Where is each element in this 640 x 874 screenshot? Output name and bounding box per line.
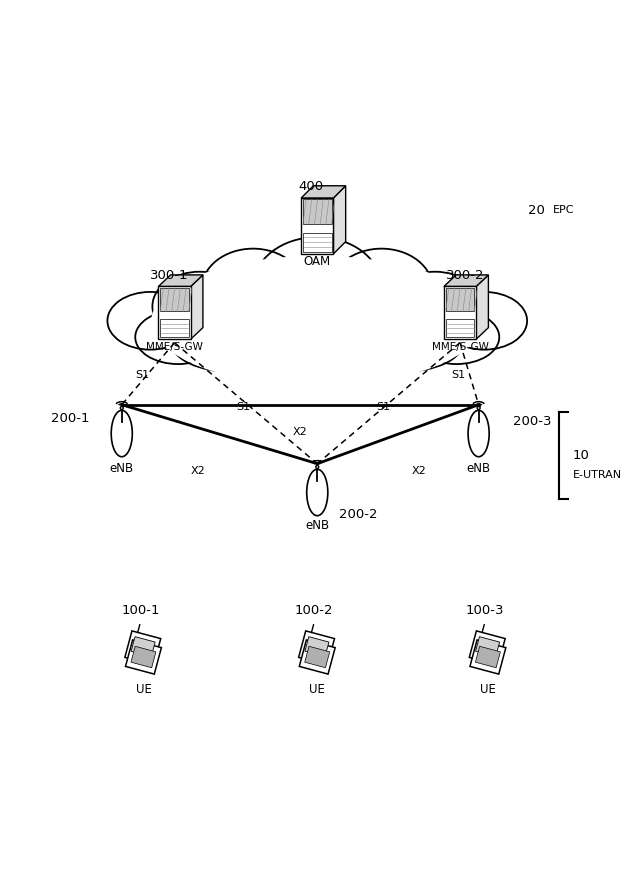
- Text: MME/S-GW: MME/S-GW: [146, 342, 203, 352]
- Ellipse shape: [307, 469, 328, 516]
- Text: E-UTRAN: E-UTRAN: [573, 470, 622, 481]
- Polygon shape: [131, 646, 156, 668]
- Text: X2: X2: [292, 427, 307, 437]
- Polygon shape: [333, 186, 346, 254]
- Polygon shape: [300, 640, 335, 674]
- Polygon shape: [131, 636, 155, 656]
- Text: eNB: eNB: [467, 461, 491, 475]
- Ellipse shape: [151, 256, 483, 385]
- Text: 300-2: 300-2: [445, 269, 484, 282]
- Text: 200-3: 200-3: [513, 415, 551, 428]
- Text: 20: 20: [528, 204, 545, 217]
- Text: 100-2: 100-2: [295, 604, 333, 617]
- Bar: [160, 319, 189, 337]
- Text: UE: UE: [480, 683, 496, 696]
- Polygon shape: [125, 631, 161, 665]
- Text: X2: X2: [191, 466, 205, 475]
- Ellipse shape: [413, 310, 499, 364]
- Ellipse shape: [468, 410, 489, 457]
- Text: 10: 10: [573, 449, 590, 462]
- Polygon shape: [158, 287, 191, 339]
- Polygon shape: [301, 198, 333, 254]
- Polygon shape: [158, 275, 203, 287]
- Text: UE: UE: [136, 683, 152, 696]
- Ellipse shape: [388, 272, 482, 341]
- Text: 100-3: 100-3: [465, 604, 504, 617]
- Polygon shape: [476, 275, 488, 339]
- Polygon shape: [299, 631, 335, 665]
- Polygon shape: [125, 640, 161, 674]
- Polygon shape: [470, 640, 506, 674]
- Text: 400: 400: [298, 180, 324, 193]
- Ellipse shape: [135, 310, 221, 364]
- Polygon shape: [444, 287, 476, 339]
- Text: X2: X2: [412, 466, 426, 475]
- Text: 200-2: 200-2: [339, 508, 378, 521]
- Polygon shape: [301, 186, 346, 198]
- Text: UE: UE: [309, 683, 325, 696]
- Ellipse shape: [200, 309, 435, 377]
- Circle shape: [477, 406, 480, 410]
- Text: 300-1: 300-1: [150, 269, 189, 282]
- Text: 100-1: 100-1: [121, 604, 159, 617]
- Ellipse shape: [442, 292, 527, 350]
- Ellipse shape: [152, 272, 246, 341]
- Polygon shape: [476, 646, 500, 668]
- Ellipse shape: [330, 248, 433, 329]
- Bar: [160, 288, 189, 311]
- Text: 200-1: 200-1: [51, 412, 90, 425]
- Bar: [303, 232, 332, 252]
- Text: MME/S-GW: MME/S-GW: [431, 342, 488, 352]
- Circle shape: [316, 466, 319, 468]
- Text: eNB: eNB: [109, 461, 134, 475]
- Ellipse shape: [253, 237, 381, 337]
- Ellipse shape: [343, 314, 463, 371]
- Text: S1: S1: [237, 402, 251, 413]
- Text: EPC: EPC: [553, 205, 575, 216]
- Polygon shape: [469, 631, 505, 665]
- Bar: [445, 319, 474, 337]
- Polygon shape: [305, 636, 329, 656]
- Ellipse shape: [172, 314, 292, 371]
- Polygon shape: [191, 275, 203, 339]
- Text: S1: S1: [135, 370, 149, 380]
- Text: OAM: OAM: [304, 255, 331, 268]
- Ellipse shape: [202, 248, 305, 329]
- Polygon shape: [476, 636, 500, 656]
- Circle shape: [120, 406, 124, 410]
- Bar: [303, 199, 332, 225]
- Polygon shape: [305, 646, 330, 668]
- Text: S1: S1: [376, 402, 390, 413]
- Text: eNB: eNB: [305, 519, 330, 532]
- Polygon shape: [444, 275, 488, 287]
- Ellipse shape: [108, 292, 193, 350]
- Ellipse shape: [111, 410, 132, 457]
- Text: S1: S1: [452, 370, 466, 380]
- Bar: [445, 288, 474, 311]
